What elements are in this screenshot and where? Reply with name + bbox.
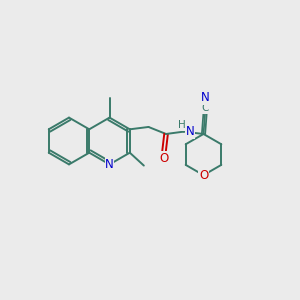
Text: N: N: [201, 91, 209, 104]
Text: N: N: [186, 125, 195, 138]
Text: C: C: [201, 103, 209, 113]
Text: O: O: [199, 169, 208, 182]
Text: O: O: [159, 152, 168, 165]
Text: H: H: [178, 120, 186, 130]
Text: N: N: [105, 158, 114, 171]
